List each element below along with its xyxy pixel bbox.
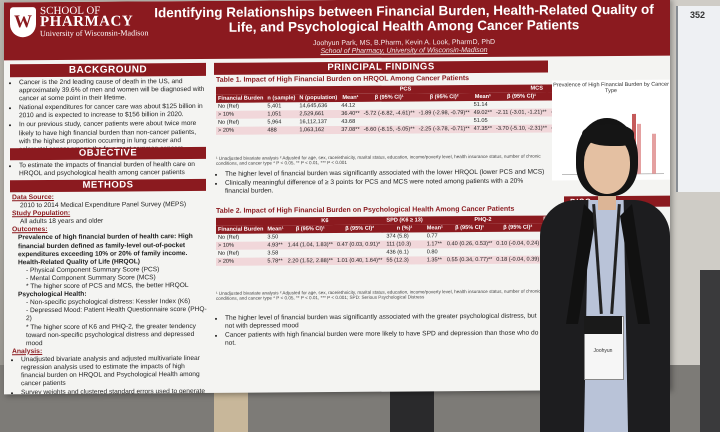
table-cell: -6.60 (-8.15, -5.05)** [361, 125, 417, 134]
background-text: Cancer is the 2nd leading cause of death… [10, 78, 208, 155]
objective-bullet: To estimate the impacts of financial bur… [19, 161, 208, 179]
table-column-header: Mean¹ [471, 92, 494, 102]
table-row: > 20% 488 1,063,162 37.08** -6.60 (-8.15, -5… [216, 124, 602, 135]
table-cell: 1.35** [424, 256, 445, 265]
table-cell: 1.17** [424, 240, 445, 249]
table-cell: -2.25 (-3.78, -0.71)** [416, 125, 472, 134]
background-bullets: Cancer is the 2nd leading cause of death… [10, 78, 208, 154]
table1-title: Table 1. Impact of High Financial Burden… [216, 75, 470, 84]
background-bullet: National expenditures for cancer care wa… [19, 103, 208, 121]
methods-text: Data Source: 2010 to 2014 Medical Expend… [12, 193, 208, 394]
table-cell: 111 (10.3) [384, 240, 425, 249]
table-cell: 36.40** [339, 109, 362, 118]
table-cell: -3.70 (-5.10, -2.31)** [494, 124, 549, 133]
findings-heading: PRINCIPAL FINDINGS [214, 60, 548, 75]
table-cell: 5,964 [267, 119, 282, 126]
badge-header [584, 316, 622, 334]
table-cell: 488 [265, 126, 298, 135]
table-cell: 0.77 [426, 233, 438, 240]
table-cell: 436 (6.1) [386, 249, 409, 256]
table2-bullets: The higher level of financial burden was… [216, 313, 546, 349]
table1: PCS MCS Financial Burden n (sample) N (popul… [216, 84, 602, 135]
finding-bullet: Clinically meaningful difference of ≥ 3 … [225, 178, 546, 196]
poster-authors: Joohyun Park, MS, B.Pharm, Kevin A. Look… [274, 39, 534, 57]
outcome-item: * The higher score of K6 and PHQ-2, the … [26, 322, 196, 347]
objective-bullets: To estimate the impacts of financial bur… [10, 161, 208, 179]
table2-notes: ¹ Unadjusted bivariate analysis ² Adjust… [216, 288, 541, 302]
neighboring-poster [676, 6, 720, 192]
table-cell: 43.68 [341, 118, 356, 125]
table-cell: 51.05 [473, 117, 488, 125]
outcome-item: - Depressed Mood: Patient Health Questio… [26, 306, 207, 323]
background-bullet: Cancer is the 2nd leading cause of death… [19, 78, 208, 104]
table1-container: PCS MCS Financial Burden n (sample) N (popul… [216, 84, 602, 135]
table-cell: > 20% [216, 126, 266, 135]
school-line2: PHARMACY [40, 13, 134, 31]
table-cell: 0.80 [426, 249, 438, 256]
objective-heading: OBJECTIVE [10, 146, 206, 161]
table-cell: 1.01 (0.40, 1.64)** [334, 256, 385, 266]
table2-title: Table 2. Impact of High Financial Burden… [216, 205, 515, 215]
outcome-item: Prevalence of high financial burden of h… [18, 233, 193, 258]
neighboring-poster-number: 352 [690, 10, 706, 20]
table1-notes: ¹ Unadjusted bivariate analysis ² Adjust… [216, 153, 541, 167]
table-cell: 37.08** [339, 125, 362, 134]
university-crest-logo: W [10, 7, 36, 38]
background-heading: BACKGROUND [10, 62, 206, 78]
school-name: SCHOOL OF PHARMACY University of Wiscons… [40, 5, 148, 39]
analysis-bullets: Unadjusted bivariate analysis and adjust… [12, 355, 208, 394]
table-column-header: Mean¹ [424, 224, 445, 233]
table-cell: 1,063,162 [297, 125, 340, 135]
table-cell: 47.35** [471, 124, 494, 134]
school-line3: University of Wisconsin-Madison [40, 28, 149, 39]
table-cell: 5.78** [265, 257, 286, 266]
data-source-value: 2010 to 2014 Medical Expenditure Panel S… [20, 201, 187, 210]
table-cell: 44.12 [341, 102, 356, 109]
table-cell: 49.02** [471, 108, 494, 118]
table-column-header: n (%)¹ [384, 224, 425, 233]
table-cell: 5,401 [267, 103, 282, 110]
table-cell: 1,051 [265, 110, 298, 119]
chart-bar [652, 133, 656, 174]
presenter-bangs [582, 124, 634, 146]
table-cell: 4.93** [265, 241, 286, 250]
poster-title: Identifying Relationships between Financ… [154, 1, 654, 35]
objective-text: To estimate the impacts of financial bur… [10, 161, 208, 180]
analysis-bullet: Unadjusted bivariate analysis and adjust… [21, 355, 208, 389]
badge-name: Joohyun [593, 348, 613, 354]
table-cell: 51.14 [473, 101, 488, 109]
table1-findings: The higher level of financial burden was… [216, 169, 546, 198]
table-cell: 374 (5.8) [386, 233, 409, 240]
table-cell: 3.58 [267, 250, 279, 257]
table-cell: 0.55 (0.34, 0.77)** [444, 255, 495, 265]
table2-findings: The higher level of financial burden was… [216, 313, 546, 350]
outcomes-list: Prevalence of high financial burden of h… [12, 233, 208, 348]
table-cell: 3.50 [267, 234, 279, 241]
table-cell: 55 (12.3) [384, 256, 425, 265]
table-group-header: SPD (K6 ≥ 13) [384, 216, 425, 225]
table-column-header: Mean¹ [265, 225, 286, 234]
table-cell: > 20% [216, 257, 266, 266]
chart-title: Prevalence of High Financial Burden by C… [553, 81, 669, 95]
outcome-item: * The higher score of PCS and MCS, the b… [26, 282, 189, 291]
table1-bullets: The higher level of financial burden was… [216, 169, 546, 197]
table-cell: 2.20 (1.52, 2.88)** [285, 257, 335, 266]
passerby [700, 270, 720, 432]
finding-bullet: The higher level of financial burden was… [225, 313, 546, 331]
finding-bullet: Cancer patients with high financial burd… [225, 330, 546, 348]
table-column-header: n (sample) [265, 94, 298, 103]
methods-heading: METHODS [10, 178, 206, 193]
table-column-header: Mean¹ [339, 93, 362, 102]
chart-bar [637, 123, 641, 174]
table-cell: 0.18 (-0.04, 0.39) [494, 255, 542, 264]
